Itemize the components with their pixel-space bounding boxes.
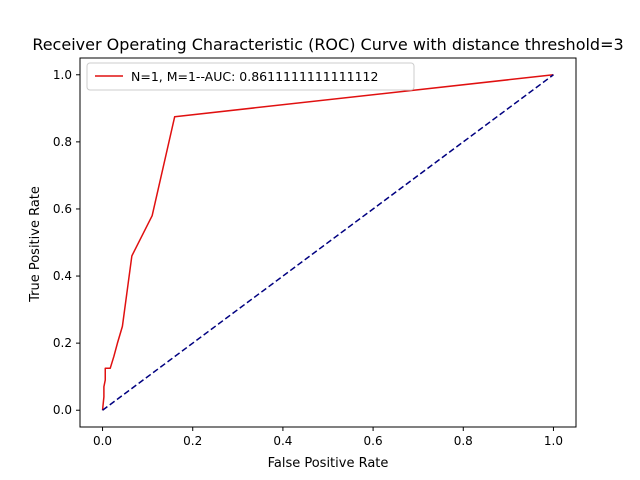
- axis-ticks: 0.0 0.2 0.4 0.6 0.8 1.0 0.0 0.2 0.4 0.6 0.8 1.0: [53, 68, 563, 448]
- y-tick-label: 0.4: [53, 269, 72, 283]
- x-tick-label: 1.0: [544, 434, 563, 448]
- chance-diagonal-line: [102, 74, 554, 411]
- x-tick-label: 0.4: [273, 434, 292, 448]
- y-axis-label: True Positive Rate: [28, 186, 43, 303]
- legend: N=1, M=1--AUC: 0.8611111111111112: [86, 62, 415, 91]
- axes-frame: [79, 57, 577, 428]
- y-tick-label: 0.0: [53, 403, 72, 417]
- x-tick-label: 0.6: [364, 434, 383, 448]
- y-tick-label: 0.2: [53, 336, 72, 350]
- chart-title: Receiver Operating Characteristic (ROC) …: [32, 35, 623, 54]
- y-tick-label: 0.8: [53, 135, 72, 149]
- plot-area: [101, 74, 554, 411]
- x-axis-label: False Positive Rate: [268, 456, 389, 471]
- x-tick-label: 0.8: [454, 434, 473, 448]
- x-tick-label: 0.2: [183, 434, 202, 448]
- roc-curve-line: [101, 74, 554, 411]
- x-tick-label: 0.0: [93, 434, 112, 448]
- legend-entry-label: N=1, M=1--AUC: 0.8611111111111112: [131, 69, 378, 84]
- legend-box: [86, 62, 415, 91]
- y-tick-label: 0.6: [53, 202, 72, 216]
- y-tick-label: 1.0: [53, 68, 72, 82]
